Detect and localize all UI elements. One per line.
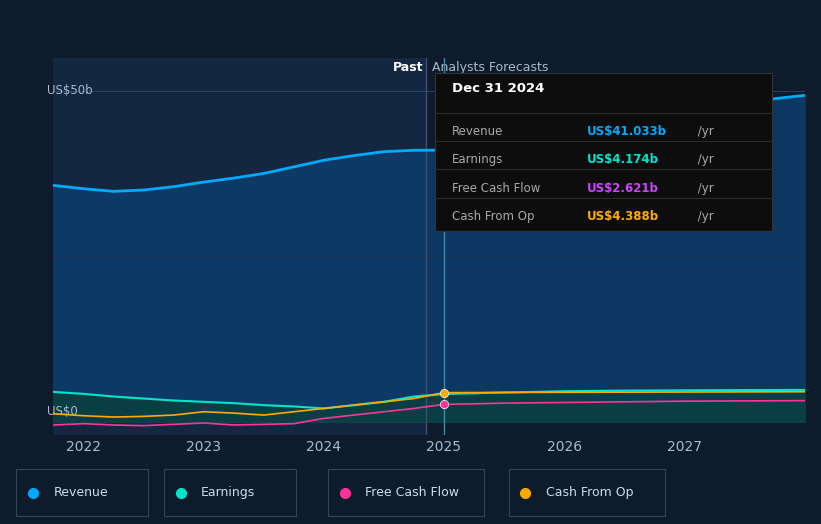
Text: Past: Past (393, 61, 424, 74)
Text: Cash From Op: Cash From Op (546, 486, 634, 499)
Text: Dec 31 2024: Dec 31 2024 (452, 82, 544, 95)
Text: /yr: /yr (695, 210, 714, 223)
Text: Earnings: Earnings (201, 486, 255, 499)
Bar (53, 58, 426, 435)
Text: US$4.388b: US$4.388b (586, 210, 658, 223)
Text: /yr: /yr (695, 154, 714, 166)
Text: Analysts Forecasts: Analysts Forecasts (432, 61, 548, 74)
Text: US$4.174b: US$4.174b (586, 154, 658, 166)
Text: /yr: /yr (695, 125, 714, 138)
Text: US$50b: US$50b (48, 84, 93, 97)
Text: US$2.621b: US$2.621b (586, 182, 658, 194)
Text: Revenue: Revenue (53, 486, 108, 499)
Text: US$41.033b: US$41.033b (586, 125, 667, 138)
Text: US$0: US$0 (48, 406, 78, 418)
Text: Free Cash Flow: Free Cash Flow (452, 182, 540, 194)
Text: /yr: /yr (695, 182, 714, 194)
Text: Earnings: Earnings (452, 154, 503, 166)
Text: Cash From Op: Cash From Op (452, 210, 534, 223)
Text: Free Cash Flow: Free Cash Flow (365, 486, 459, 499)
Text: Revenue: Revenue (452, 125, 503, 138)
